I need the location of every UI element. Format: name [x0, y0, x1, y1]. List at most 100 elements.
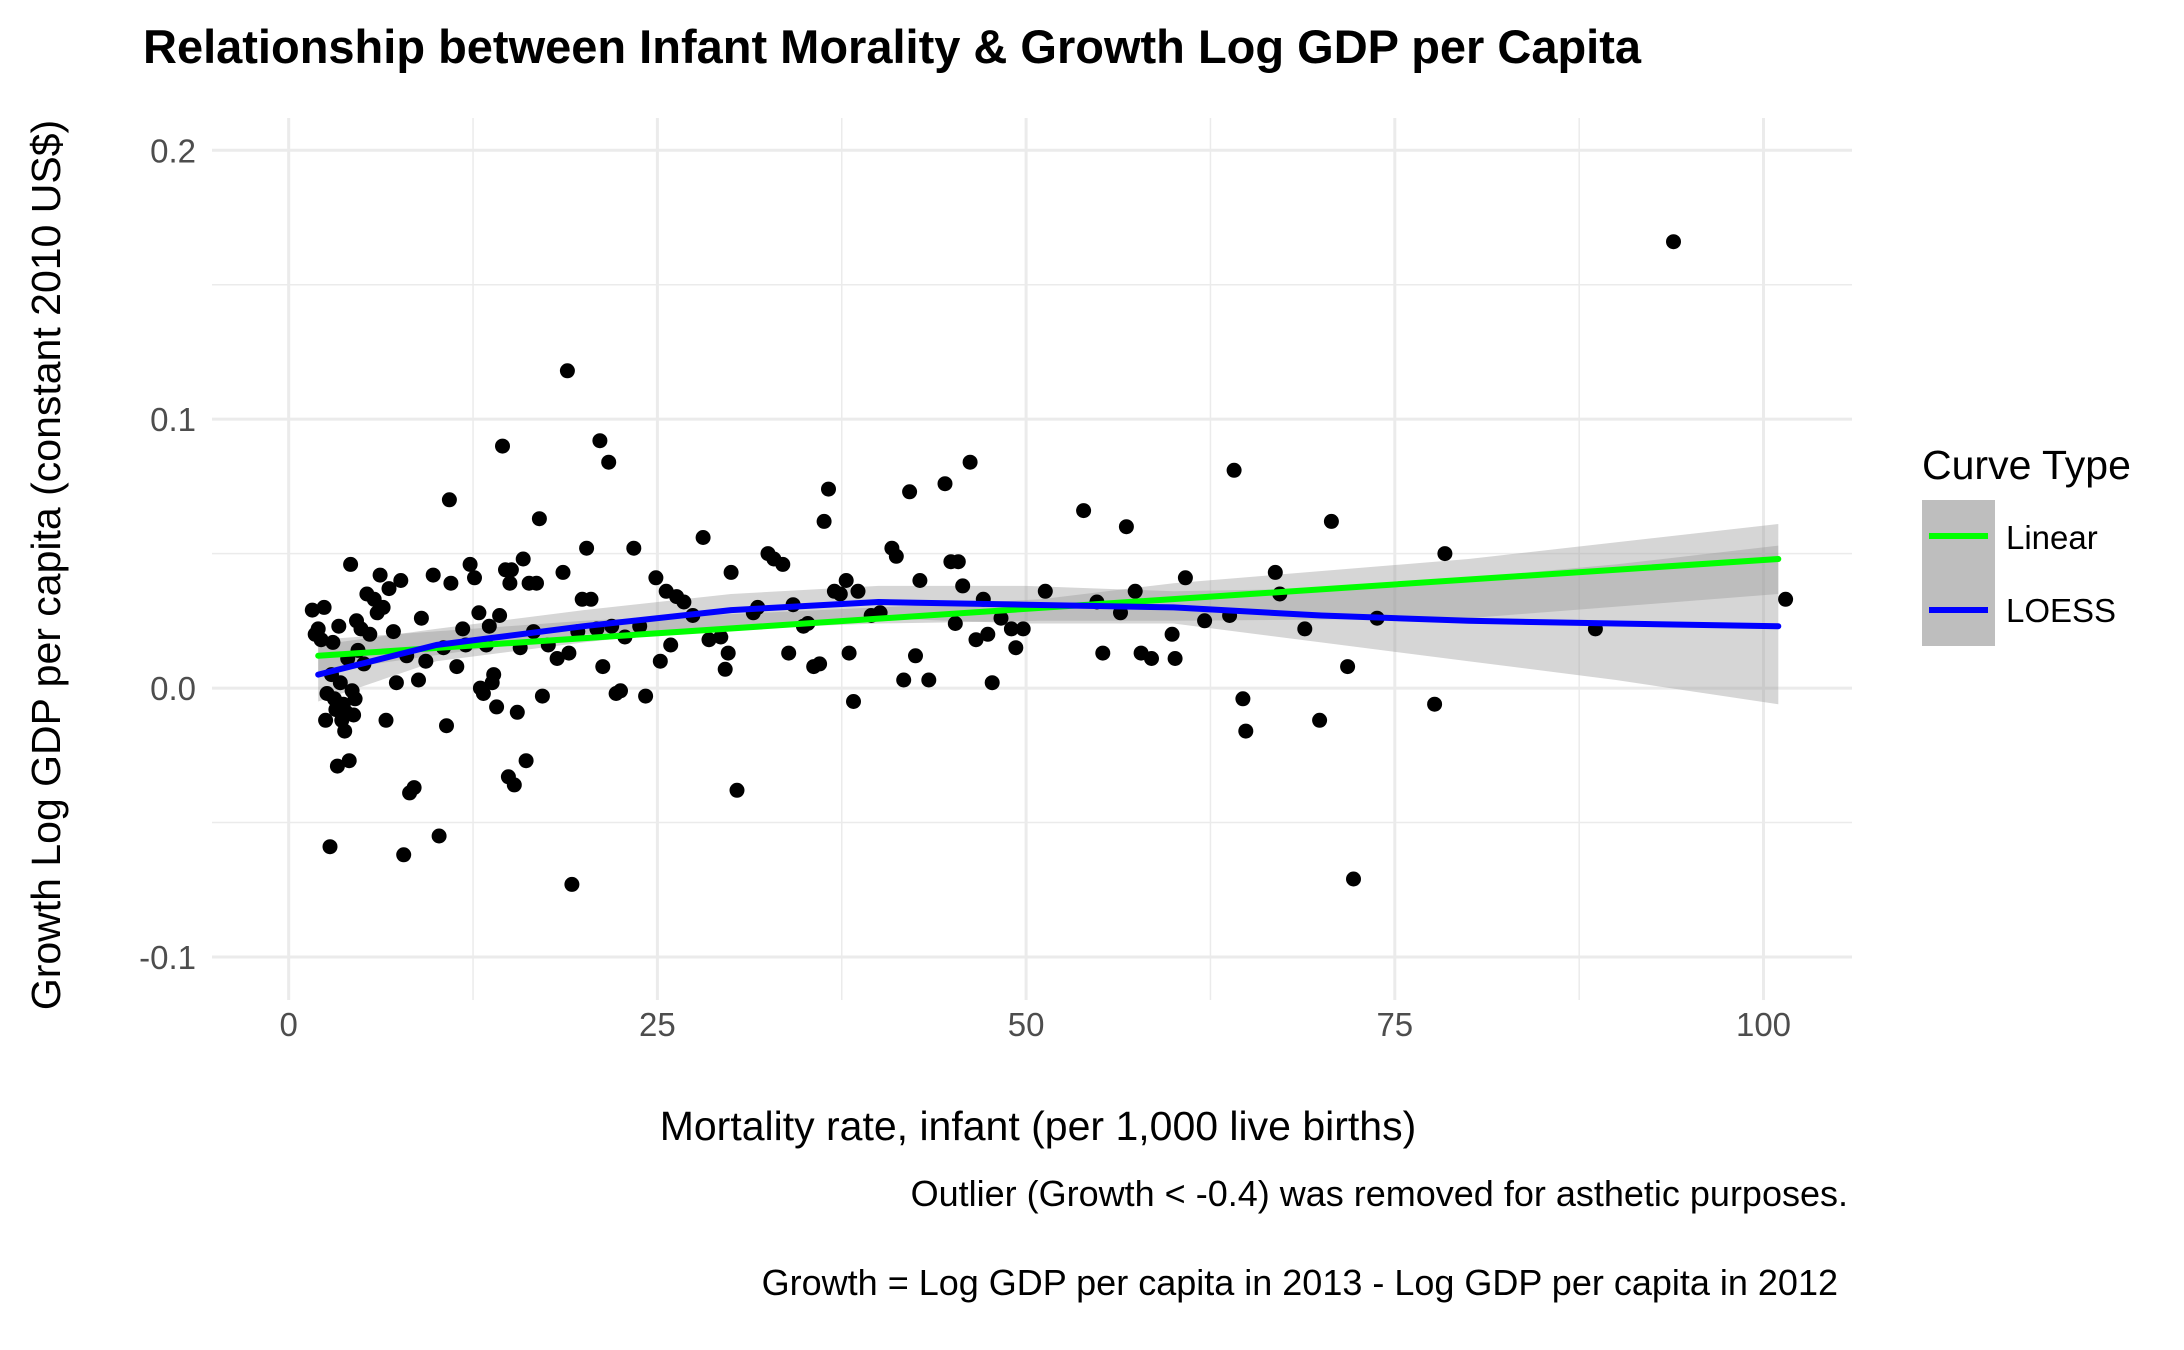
data-point	[455, 621, 471, 637]
data-point	[838, 573, 854, 588]
data-point	[325, 634, 341, 650]
x-tick-label: 75	[1376, 1006, 1413, 1043]
data-point	[1267, 564, 1283, 580]
data-point	[1015, 621, 1031, 637]
data-point	[332, 675, 348, 691]
data-point	[489, 699, 505, 715]
y-axis-title: Growth Log GDP per capita (constant 2010…	[23, 120, 69, 1010]
data-point	[372, 567, 388, 583]
data-point	[1095, 645, 1111, 661]
data-point	[492, 608, 508, 623]
data-point	[812, 656, 828, 672]
data-point	[1346, 871, 1361, 887]
data-point	[652, 653, 668, 669]
data-point	[331, 618, 347, 634]
data-point	[1177, 570, 1193, 586]
data-point	[841, 645, 857, 661]
data-point	[486, 667, 502, 683]
data-point	[555, 564, 571, 580]
data-point	[950, 554, 966, 570]
x-axis-tick-labels: 0 25 50 75 100	[280, 1006, 1792, 1043]
data-point	[676, 594, 692, 610]
data-point	[381, 581, 397, 597]
data-point	[531, 511, 547, 527]
data-point	[723, 564, 739, 580]
data-point	[579, 540, 595, 556]
data-point	[993, 610, 1009, 626]
data-point	[947, 616, 963, 631]
legend-title: Curve Type	[1922, 442, 2131, 488]
data-point	[347, 691, 363, 707]
legend-label-linear: Linear	[2006, 519, 2098, 556]
data-point	[449, 659, 465, 675]
data-point	[304, 602, 320, 618]
data-point	[955, 578, 971, 594]
data-point	[648, 570, 664, 586]
data-point	[775, 556, 791, 572]
data-point	[418, 653, 434, 669]
data-point	[316, 599, 332, 615]
data-point	[385, 624, 401, 640]
data-point	[1340, 659, 1356, 675]
data-point	[1312, 712, 1328, 728]
loess-fit-line	[315, 599, 1782, 678]
data-point	[561, 645, 577, 661]
data-point	[592, 433, 608, 449]
data-point	[503, 562, 519, 578]
y-tick-label: 0.1	[150, 401, 196, 438]
data-point	[962, 454, 978, 470]
fit-lines	[315, 556, 1782, 678]
data-point	[518, 753, 534, 769]
data-point	[896, 672, 912, 688]
data-point	[1666, 234, 1681, 250]
data-point	[781, 645, 797, 661]
data-point	[1164, 626, 1180, 642]
data-point	[343, 556, 359, 572]
data-point	[502, 575, 518, 591]
y-axis-tick-labels: -0.1 0.0 0.1 0.2	[139, 132, 196, 976]
data-point	[439, 718, 454, 734]
data-point	[1437, 546, 1453, 562]
data-point	[337, 723, 353, 739]
data-point	[701, 632, 717, 648]
data-point	[816, 513, 832, 529]
data-point	[713, 629, 729, 645]
data-point	[467, 570, 482, 586]
data-point	[821, 481, 836, 497]
data-point	[329, 758, 345, 774]
data-point	[968, 632, 984, 648]
data-point	[1297, 621, 1313, 637]
data-point	[529, 575, 544, 591]
data-point	[663, 637, 679, 653]
legend: Curve Type Linear LOESS	[1922, 442, 2131, 646]
data-point	[411, 672, 426, 688]
data-point	[413, 610, 429, 626]
data-point	[850, 583, 866, 599]
linear-confidence-band	[318, 524, 1779, 672]
data-point	[1076, 503, 1092, 519]
data-point	[322, 839, 338, 855]
x-tick-label: 0	[280, 1006, 298, 1043]
data-point	[378, 712, 394, 728]
data-point	[980, 626, 996, 642]
x-tick-label: 100	[1736, 1006, 1791, 1043]
data-point	[1037, 583, 1053, 599]
data-point	[595, 659, 611, 675]
data-point	[626, 540, 642, 556]
data-point	[638, 688, 654, 704]
y-tick-label: 0.0	[150, 670, 196, 707]
x-tick-label: 50	[1008, 1006, 1045, 1043]
data-point	[471, 605, 487, 621]
data-point	[346, 707, 362, 723]
data-point	[717, 661, 733, 677]
data-points	[304, 234, 1794, 892]
data-point	[583, 591, 599, 607]
data-point	[1778, 591, 1794, 607]
data-point	[846, 694, 861, 709]
data-point	[1127, 583, 1143, 599]
x-axis-title: Mortality rate, infant (per 1,000 live b…	[660, 1103, 1417, 1149]
data-point	[984, 675, 1000, 691]
data-point	[318, 712, 334, 728]
data-point	[1323, 513, 1339, 529]
